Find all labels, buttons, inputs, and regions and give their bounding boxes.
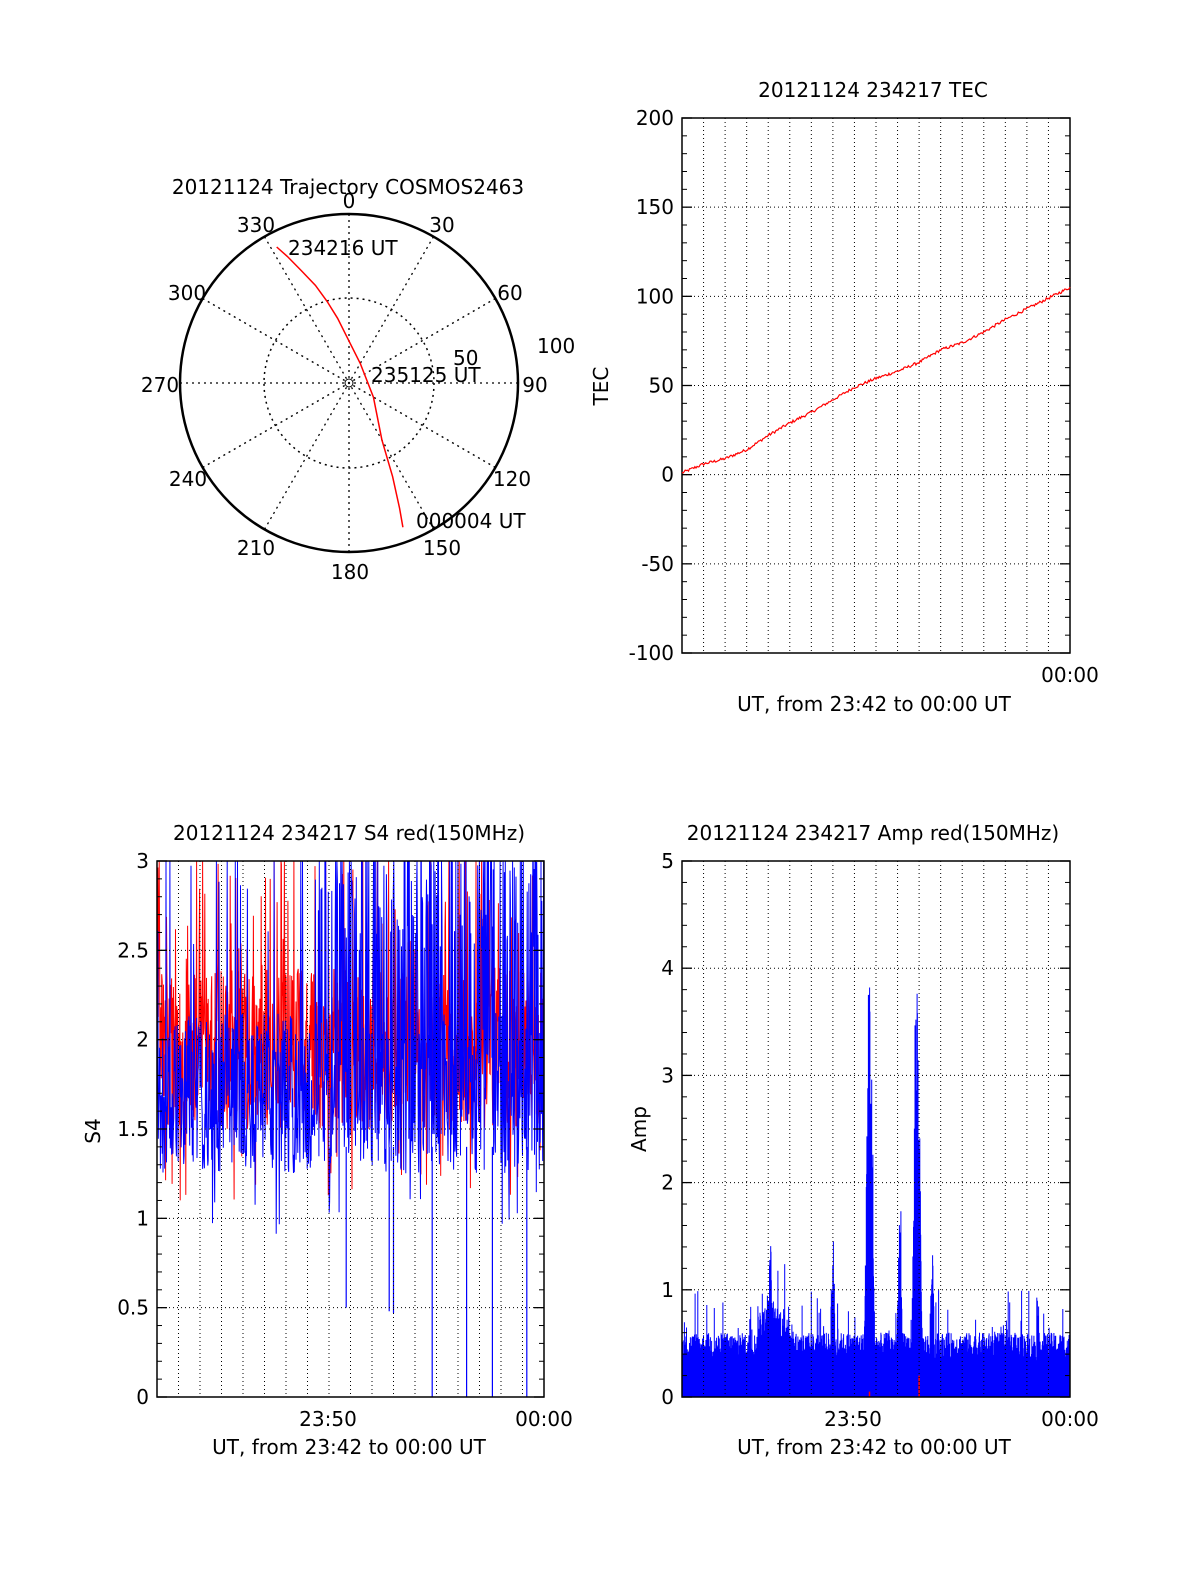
polar-spokes [180, 214, 518, 552]
s4-series-blue [156, 860, 545, 1234]
y-tick-label: 0.5 [117, 1296, 149, 1320]
tec-y-ticks: 200 150 100 50 0 -50 -100 [629, 106, 1070, 665]
y-tick-label: 200 [636, 106, 674, 130]
s4-series [156, 860, 545, 1397]
polar-az-label-30: 30 [429, 213, 454, 237]
y-tick-label: -100 [629, 641, 674, 665]
tec-x-tick-label-0000: 00:00 [1041, 663, 1099, 687]
track-label-mid: 235125 UT [371, 363, 481, 387]
tec-grid [682, 118, 1070, 653]
s4-title: 20121124 234217 S4 red(150MHz) [173, 821, 525, 845]
polar-az-label-180: 180 [331, 560, 369, 584]
track-label-end: 000004 UT [416, 509, 526, 533]
amp-panel: 20121124 234217 Amp red(150MHz) 5 4 3 2 1 0 2… [627, 821, 1099, 1459]
y-tick-label: 50 [649, 374, 674, 398]
s4-panel: 20121124 234217 S4 red(150MHz) 3 2.5 2 1.5 1… [81, 821, 573, 1459]
polar-az-label-330: 330 [237, 213, 275, 237]
polar-az-label-270: 270 [141, 373, 179, 397]
s4-grid [157, 861, 544, 1397]
polar-az-label-0: 0 [343, 189, 356, 213]
y-tick-label: 2 [661, 1171, 674, 1195]
s4-x-tick-label-2350: 23:50 [299, 1407, 357, 1431]
polar-az-label-210: 210 [237, 536, 275, 560]
y-tick-label: 3 [661, 1063, 674, 1087]
y-tick-label: 4 [661, 956, 674, 980]
polar-az-label-60: 60 [497, 281, 522, 305]
polar-center-marker [344, 378, 354, 388]
polar-azimuth-labels: 0 30 60 90 120 150 180 210 240 270 300 330 [141, 189, 548, 584]
tec-title: 20121124 234217 TEC [758, 78, 988, 102]
y-tick-label: 1.5 [117, 1117, 149, 1141]
polar-az-label-240: 240 [169, 467, 207, 491]
y-tick-label: 0 [661, 1385, 674, 1409]
polar-az-label-150: 150 [423, 536, 461, 560]
tec-panel: 20121124 234217 TEC 200150100500-50-100 … [589, 78, 1099, 716]
y-tick-label: 0 [136, 1385, 149, 1409]
polar-panel: 20121124 Trajectory COSMOS2463 0 30 60 90 12… [141, 175, 575, 584]
y-tick-label: 3 [136, 849, 149, 873]
amp-xlabel: UT, from 23:42 to 00:00 UT [737, 1435, 1012, 1459]
amp-ylabel: Amp [627, 1106, 651, 1152]
y-tick-label: 5 [661, 849, 674, 873]
polar-az-label-90: 90 [522, 373, 547, 397]
polar-az-label-300: 300 [168, 281, 206, 305]
amp-series [681, 987, 1071, 1397]
amp-x-tick-label-0000: 00:00 [1041, 1407, 1099, 1431]
y-tick-label: 2 [136, 1028, 149, 1052]
tec-ylabel: TEC [589, 367, 613, 407]
y-tick-label: 150 [636, 195, 674, 219]
y-tick-label: -50 [641, 552, 674, 576]
y-tick-label: 1 [136, 1206, 149, 1230]
amp-title: 20121124 234217 Amp red(150MHz) [687, 821, 1059, 845]
polar-title: 20121124 Trajectory COSMOS2463 [172, 175, 524, 199]
tec-series-line [681, 286, 1071, 474]
y-tick-label: 100 [636, 284, 674, 308]
y-tick-label: 0 [661, 463, 674, 487]
polar-spoke-150 [263, 236, 435, 530]
amp-y-ticks: 5 4 3 2 1 0 [661, 849, 1070, 1409]
amp-series-blue [681, 987, 1071, 1397]
polar-radial-label-50: 50 [453, 346, 478, 370]
amp-grid [682, 861, 1070, 1397]
amp-x-tick-label-2350: 23:50 [824, 1407, 882, 1431]
polar-track-line [276, 246, 404, 528]
s4-ylabel: S4 [81, 1118, 105, 1143]
amp-plot-frame [681, 860, 1071, 1398]
y-tick-label: 2.5 [117, 938, 149, 962]
polar-radial-label-100: 100 [537, 334, 575, 358]
s4-x-tick-label-0000: 00:00 [515, 1407, 573, 1431]
tec-xlabel: UT, from 23:42 to 00:00 UT [737, 692, 1012, 716]
track-label-start: 234216 UT [288, 236, 398, 260]
y-tick-label: 1 [661, 1278, 674, 1302]
s4-y-ticks: 3 2.5 2 1.5 1 0.5 0 [117, 849, 544, 1409]
polar-az-label-120: 120 [493, 467, 531, 491]
s4-xlabel: UT, from 23:42 to 00:00 UT [212, 1435, 487, 1459]
